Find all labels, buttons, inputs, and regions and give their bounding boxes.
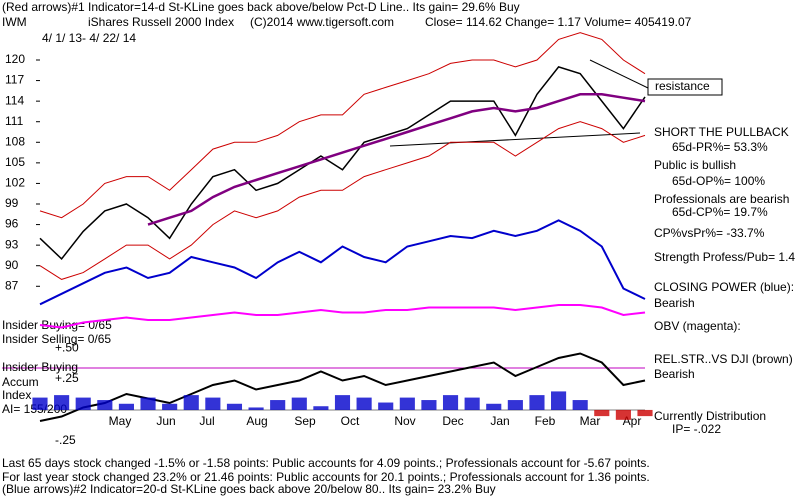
ai-bar <box>248 407 264 410</box>
note: CP%vsPr%= -33.7% <box>654 226 765 240</box>
y-tick-label: 93 <box>5 237 19 251</box>
chart-title: iShares Russell 2000 Index <box>88 15 234 29</box>
note: Professionals are bearish <box>654 192 789 206</box>
y-tick-label: 117 <box>5 73 24 87</box>
ai-bar <box>162 403 178 410</box>
note: Public is bullish <box>654 158 736 172</box>
note: resistance <box>655 79 710 93</box>
x-tick-label: Aug <box>246 414 267 428</box>
ai-bar <box>442 395 459 410</box>
x-tick-label: Sep <box>294 414 316 428</box>
ai-bar <box>486 403 502 410</box>
note: OBV (magenta): <box>654 319 741 333</box>
quote: Close= 114.62 Change= 1.17 Volume= 40541… <box>425 15 692 29</box>
note: SHORT THE PULLBACK <box>654 125 789 139</box>
note: Index <box>2 388 31 402</box>
y-tick-label: 108 <box>5 134 25 148</box>
x-tick-label: Mar <box>580 414 601 428</box>
y-tick-label: 120 <box>5 52 25 66</box>
ai-bar <box>54 395 70 410</box>
header: (Red arrows)#1 Indicator=14-d St-KLine g… <box>2 0 520 14</box>
band-line <box>147 93 646 226</box>
symbol: IWM <box>2 15 27 29</box>
x-tick-label: Jul <box>199 414 214 428</box>
note: Currently Distribution <box>654 409 766 423</box>
ai-bar <box>529 395 545 410</box>
note: Bearish <box>654 367 695 381</box>
indicator-line <box>39 304 646 329</box>
note: 65d-OP%= 100% <box>672 174 765 188</box>
footer: (Blue arrows)#2 Indicator=20-d St-KLine … <box>2 482 496 496</box>
band-line <box>39 32 646 219</box>
note: 65d-CP%= 19.7% <box>672 205 768 219</box>
support-line <box>389 132 641 147</box>
ai-bar <box>421 400 437 410</box>
ai-bar <box>313 406 329 410</box>
ai-bar <box>637 409 653 417</box>
ai-bar <box>226 403 243 410</box>
ai-bar <box>75 397 91 410</box>
band-line <box>39 121 646 280</box>
y-tick-label: 90 <box>5 258 19 272</box>
ai-bar <box>615 409 631 420</box>
y-tick-label: 87 <box>5 278 19 292</box>
footer: For last year stock changed 23.2% or 21.… <box>2 470 650 484</box>
source: (C)2014 www.tigersoft.com <box>250 15 394 29</box>
note: Strength Profess/Pub= 1.4 <box>654 250 795 264</box>
resistance-line <box>589 59 649 89</box>
y-tick-label: 114 <box>5 93 24 107</box>
note: 65d-PR%= 53.3% <box>672 140 768 154</box>
ai-bar <box>32 397 48 410</box>
x-tick-label: Oct <box>341 414 360 428</box>
note: Insider Selling= 0/65 <box>2 332 111 346</box>
ai-bar <box>572 400 588 410</box>
ai-bar <box>378 402 394 410</box>
ai-bar <box>464 397 480 410</box>
x-tick-label: Dec <box>442 414 463 428</box>
y-tick-label: 111 <box>5 114 24 128</box>
indicator-line <box>39 352 646 422</box>
x-tick-label: Feb <box>535 414 556 428</box>
x-tick-label: Nov <box>394 414 415 428</box>
y-tick-label: 102 <box>5 176 25 190</box>
indicator-line <box>39 219 646 306</box>
ai-bar <box>551 391 567 410</box>
x-tick-label: May <box>109 414 132 428</box>
note: Insider Buying <box>2 360 78 374</box>
note: Accum <box>2 375 39 389</box>
ai-bar <box>399 397 415 410</box>
y-tick-label: 105 <box>5 155 25 169</box>
note: CLOSING POWER (blue): <box>654 280 794 294</box>
date-range: 4/ 1/ 13- 4/ 22/ 14 <box>42 31 136 45</box>
ai-bar <box>97 400 113 410</box>
ai-bar <box>118 403 134 410</box>
y-tick-label: 99 <box>5 196 19 210</box>
x-tick-label: Jan <box>490 414 509 428</box>
x-tick-label: Jun <box>156 414 175 428</box>
ai-bar <box>334 395 351 410</box>
resistance-box <box>647 78 723 96</box>
ai-bar <box>356 397 372 410</box>
ai-bar <box>205 397 221 410</box>
ai-bar <box>270 400 286 410</box>
ai-bar <box>594 409 610 417</box>
footer: Last 65 days stock changed -1.5% or -1.5… <box>2 456 650 470</box>
ai-bar <box>291 397 307 410</box>
note: IP= -.022 <box>672 422 721 436</box>
price-line <box>39 66 646 261</box>
note: Bearish <box>654 296 695 310</box>
y-tick-label: 96 <box>5 217 19 231</box>
ai-tick-label: +.50 <box>55 340 79 354</box>
ai-bar <box>140 397 156 410</box>
ai-tick-label: -.25 <box>55 433 76 447</box>
ai-tick-label: +.25 <box>55 371 79 385</box>
ai-bar <box>183 395 199 410</box>
ai-bar <box>507 400 523 410</box>
note: REL.STR..VS DJI (brown) <box>654 352 793 366</box>
